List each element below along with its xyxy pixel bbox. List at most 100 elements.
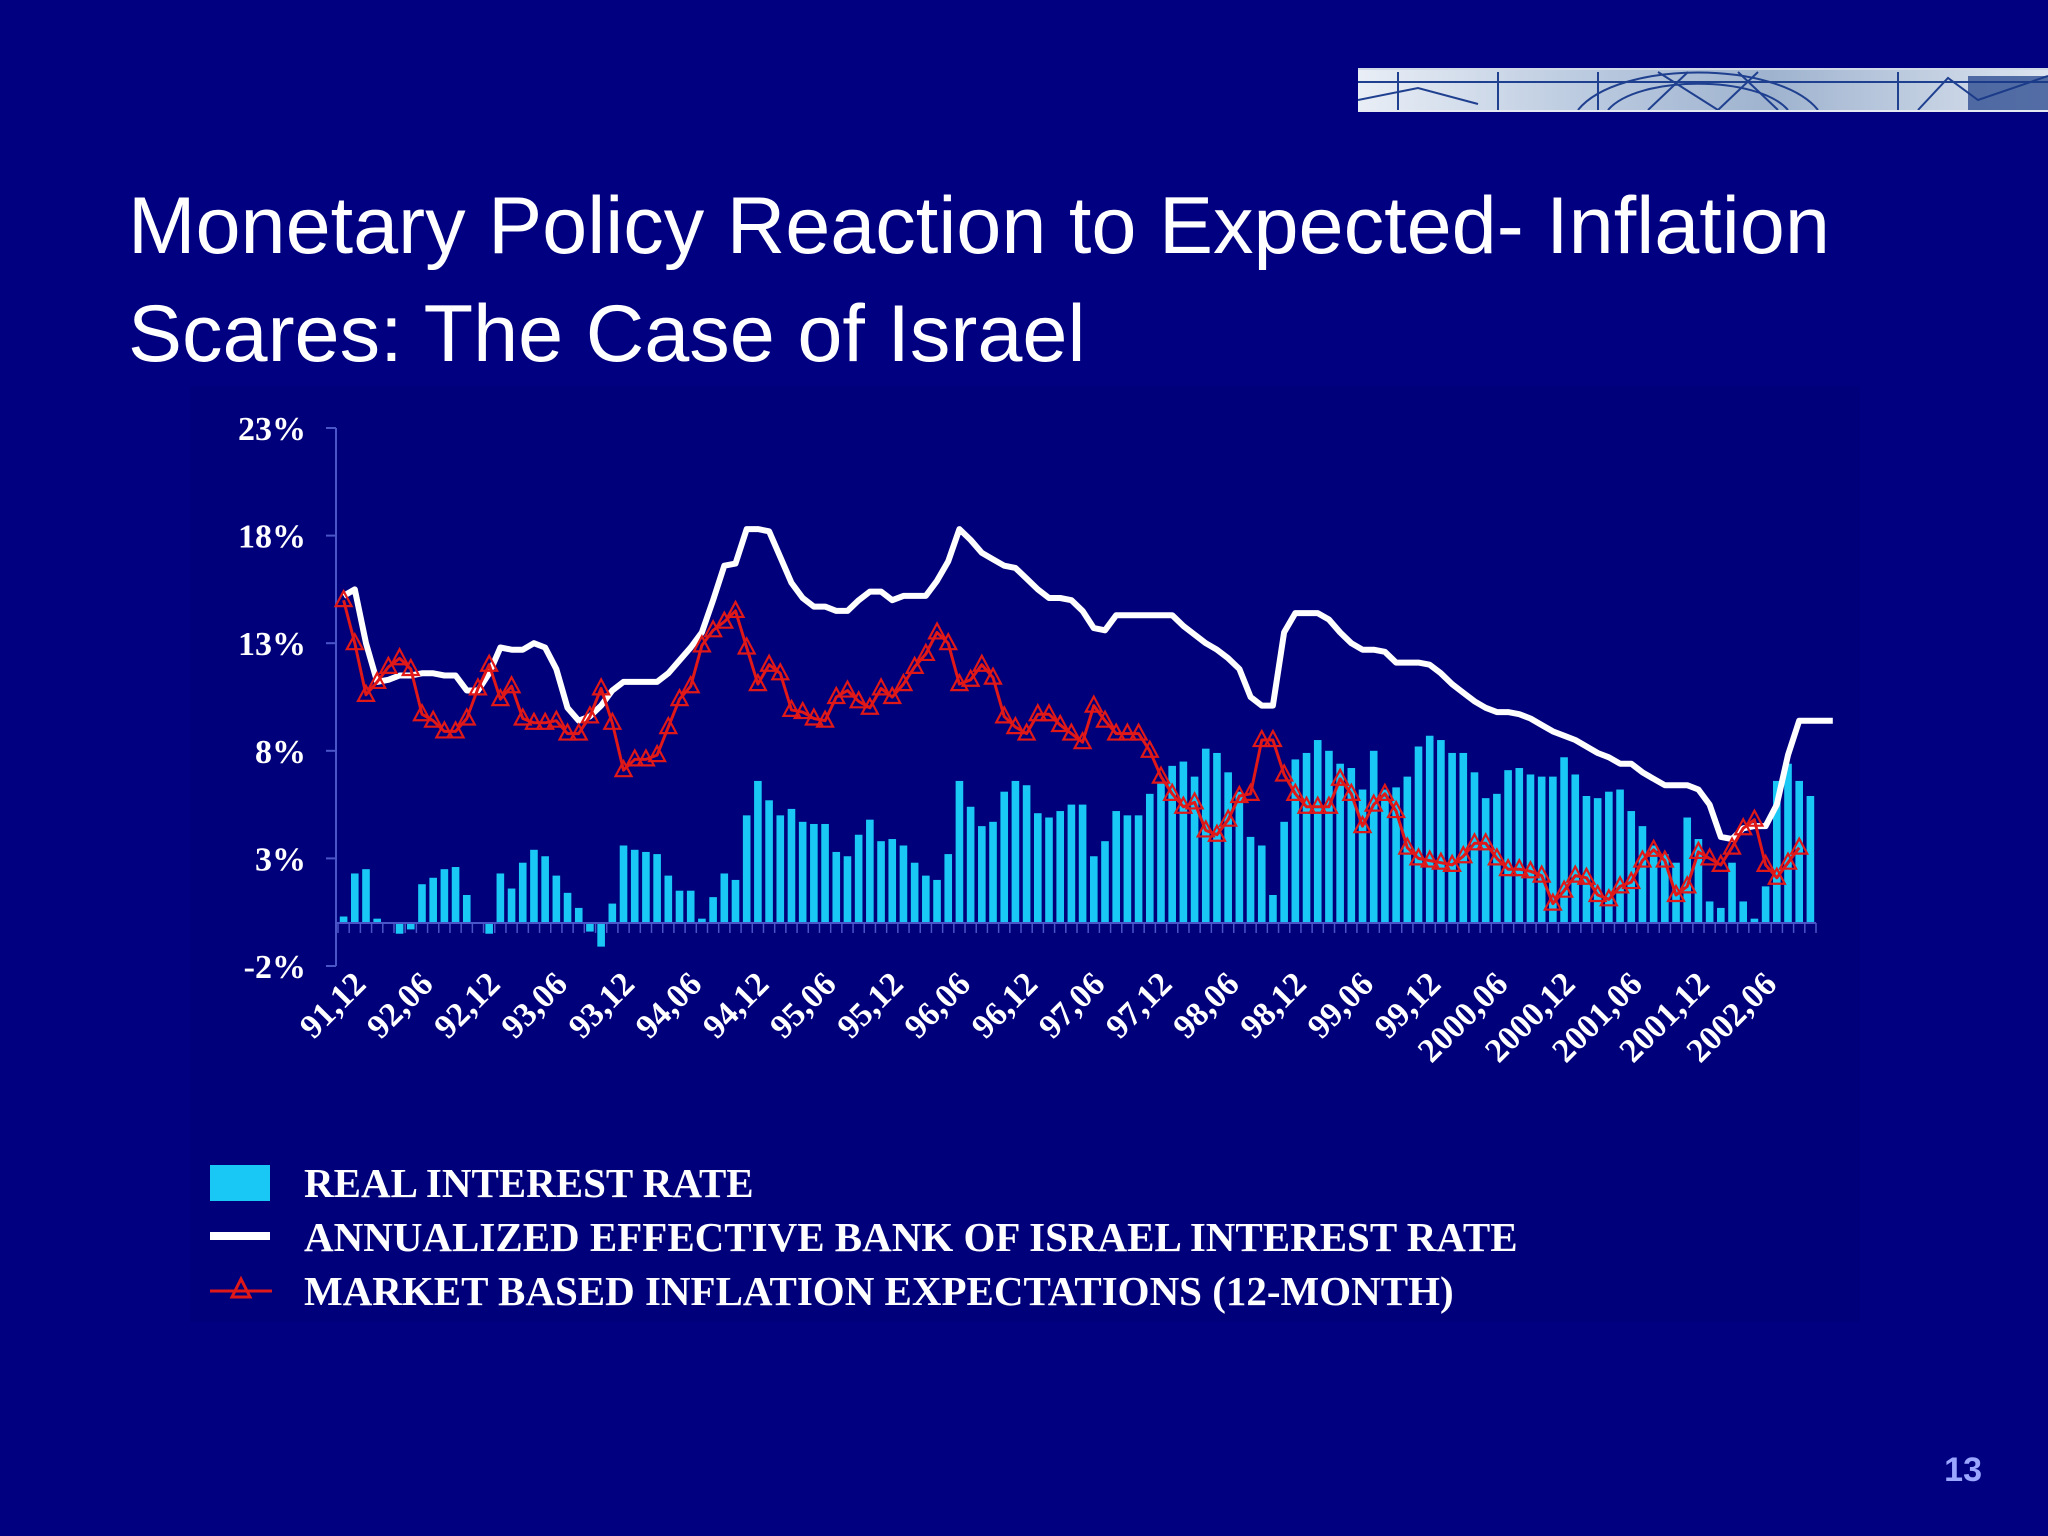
real-rate-bar bbox=[1515, 768, 1524, 923]
expectations-marker bbox=[938, 631, 959, 651]
real-rate-bar bbox=[1011, 780, 1020, 923]
expectations-marker bbox=[882, 685, 903, 705]
y-tick-label: 23% bbox=[238, 411, 306, 448]
real-rate-bar bbox=[1470, 772, 1479, 923]
expectations-marker bbox=[927, 621, 947, 640]
legend-swatch-bar bbox=[210, 1165, 270, 1201]
expectations-marker bbox=[1386, 799, 1406, 819]
expectations-marker bbox=[1218, 808, 1238, 827]
real-rate-bar bbox=[1145, 793, 1154, 923]
expectations-marker bbox=[983, 666, 1003, 685]
expectations-marker bbox=[994, 705, 1015, 724]
real-rate-bar bbox=[742, 815, 751, 923]
real-rate-bar bbox=[877, 841, 885, 923]
legend-label-expectations: MARKET BASED INFLATION EXPECTATIONS (12-… bbox=[304, 1268, 1454, 1314]
combo-chart: 23% 18% 13% 8% 3% -2% 91,1292,0692,1293,0693,… bbox=[238, 411, 1833, 1070]
real-rate-bar bbox=[1235, 791, 1244, 923]
real-rate-bar bbox=[978, 826, 986, 923]
expectations-marker bbox=[692, 634, 712, 653]
expectations-marker bbox=[658, 715, 679, 735]
expectations-marker bbox=[1554, 879, 1574, 898]
expectations-marker bbox=[669, 687, 690, 707]
real-rate-bar bbox=[866, 819, 874, 923]
x-tick-label: 93,06 bbox=[495, 965, 575, 1045]
real-rate-bar bbox=[1269, 894, 1277, 923]
real-rate-bar bbox=[1795, 780, 1804, 923]
real-rate-bar bbox=[1302, 752, 1311, 923]
real-rate-bar bbox=[1504, 770, 1512, 923]
real-rate-bar bbox=[462, 894, 471, 923]
expectations-marker bbox=[1072, 730, 1093, 750]
expectations-marker bbox=[1587, 883, 1608, 903]
expectations-marker bbox=[1162, 782, 1183, 801]
expectations-marker bbox=[770, 661, 791, 681]
real-rate-bar bbox=[698, 918, 706, 923]
x-tick-label: 94,06 bbox=[629, 965, 709, 1045]
real-rate-bar bbox=[1717, 907, 1725, 923]
expectations-marker bbox=[1117, 722, 1138, 741]
real-rate-bar bbox=[530, 849, 538, 923]
real-rate-bar bbox=[664, 875, 673, 923]
slide-title: Monetary Policy Reaction to Expected- In… bbox=[128, 181, 1830, 379]
real-rate-bar bbox=[1694, 839, 1703, 923]
expectations-marker bbox=[748, 672, 768, 692]
expectations-marker bbox=[367, 670, 388, 690]
real-rate-bar bbox=[854, 834, 863, 923]
real-rate-bar bbox=[1078, 804, 1087, 923]
expectations-marker bbox=[1352, 814, 1373, 834]
real-rate-bar bbox=[1582, 795, 1591, 923]
expectations-marker bbox=[736, 636, 757, 655]
expectations-marker bbox=[1319, 795, 1339, 814]
real-rate-bar bbox=[1034, 813, 1042, 923]
expectations-marker bbox=[1083, 694, 1104, 713]
x-tick-label: 92,06 bbox=[360, 965, 440, 1045]
real-rate-bar bbox=[1560, 757, 1568, 923]
real-rate-bar bbox=[1157, 783, 1165, 923]
expectations-marker bbox=[1195, 819, 1216, 838]
expectations-marker bbox=[1498, 857, 1518, 877]
y-tick-label: 3% bbox=[255, 841, 306, 878]
expectations-marker bbox=[535, 711, 555, 730]
expectations-marker bbox=[546, 709, 567, 728]
x-tick-label: 98,12 bbox=[1234, 965, 1314, 1045]
expectations-marker bbox=[389, 646, 410, 666]
real-rate-bar bbox=[1728, 862, 1736, 923]
expectations-marker bbox=[1487, 847, 1507, 866]
real-rate-bar bbox=[1437, 740, 1445, 923]
real-rate-bar bbox=[1750, 918, 1759, 923]
real-rate-bar bbox=[1627, 811, 1636, 923]
x-tick-label: 95,12 bbox=[830, 965, 910, 1045]
real-rate-bar bbox=[1123, 815, 1132, 923]
expectations-marker bbox=[960, 668, 981, 687]
expectations-marker bbox=[1755, 853, 1776, 872]
real-rate-bar bbox=[1179, 761, 1188, 923]
expectations-marker bbox=[725, 599, 746, 619]
expectations-marker bbox=[1666, 883, 1686, 903]
real-rate-bar bbox=[1605, 791, 1613, 923]
expectations-marker bbox=[333, 588, 354, 608]
expectations-marker bbox=[1128, 722, 1149, 741]
real-rate-bar bbox=[630, 849, 639, 923]
real-rate-bar bbox=[1112, 811, 1120, 923]
x-tick-label: 94,12 bbox=[696, 965, 776, 1045]
expectations-marker bbox=[848, 689, 869, 709]
real-rate-bar bbox=[1448, 752, 1456, 923]
real-rate-bar bbox=[451, 867, 460, 923]
real-rate-bar bbox=[1246, 836, 1255, 923]
expectations-marker bbox=[1240, 782, 1261, 801]
expectations-marker bbox=[434, 720, 455, 739]
y-tick-label: 13% bbox=[238, 626, 306, 663]
expectations-marker bbox=[1710, 853, 1731, 872]
real-rate-bar bbox=[1381, 789, 1389, 923]
expectations-marker bbox=[1520, 859, 1541, 879]
real-rate-bar bbox=[776, 815, 785, 923]
expectations-marker bbox=[1027, 702, 1048, 722]
expectations-marker bbox=[1464, 831, 1485, 851]
real-rate-bar bbox=[1425, 735, 1434, 923]
real-rate-bar bbox=[675, 890, 684, 923]
page-number: 13 bbox=[1944, 1451, 1982, 1489]
real-rate-bar bbox=[1347, 768, 1356, 923]
real-rate-bar bbox=[1190, 776, 1199, 923]
expectations-marker bbox=[568, 722, 589, 741]
expectations-marker bbox=[1677, 875, 1698, 894]
